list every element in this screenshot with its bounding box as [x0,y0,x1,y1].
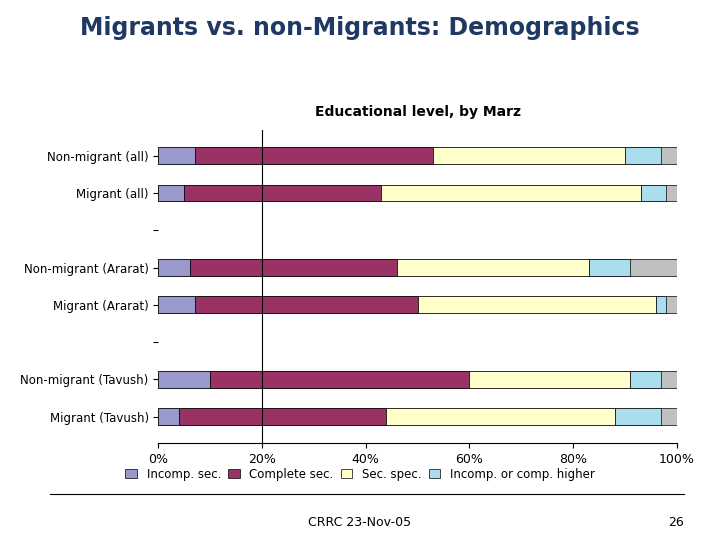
Bar [158,259,189,276]
Bar [382,185,641,201]
Bar [418,296,656,313]
Bar [387,408,615,425]
Legend: Incomp. sec., Complete sec., Sec. spec., Incomp. or comp. higher: Incomp. sec., Complete sec., Sec. spec.,… [121,463,599,485]
Bar [158,408,677,425]
Bar [615,408,661,425]
Bar [433,147,625,164]
Bar [194,296,418,313]
Bar [656,296,667,313]
Text: 26: 26 [668,516,684,529]
Bar [630,371,661,388]
Text: Educational level, by Marz: Educational level, by Marz [315,105,521,119]
Bar [469,371,630,388]
Text: Migrants vs. non-Migrants: Demographics: Migrants vs. non-Migrants: Demographics [80,16,640,40]
Bar [158,185,677,201]
Bar [210,371,469,388]
Bar [625,147,661,164]
Bar [158,296,194,313]
Bar [589,259,630,276]
Bar [194,147,433,164]
Bar [158,371,210,388]
Bar [158,296,677,313]
Bar [158,147,194,164]
Bar [641,185,667,201]
Bar [189,259,397,276]
Text: CRRC 23-Nov-05: CRRC 23-Nov-05 [308,516,412,529]
Bar [158,371,677,388]
Bar [158,147,677,164]
Bar [397,259,589,276]
Bar [158,185,184,201]
Bar [179,408,387,425]
Bar [158,408,179,425]
Bar [158,259,677,276]
Bar [184,185,382,201]
